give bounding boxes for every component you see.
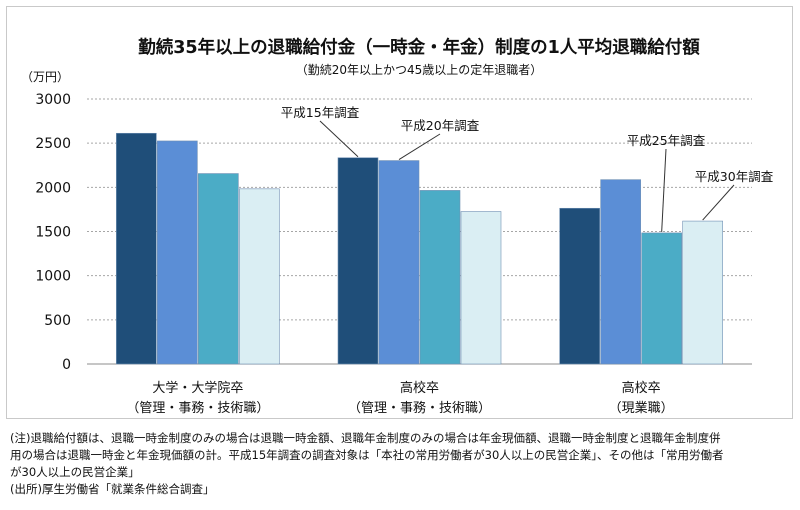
bar [198, 173, 239, 365]
y-unit-label: （万円） [21, 70, 69, 84]
series-callout-leader [398, 133, 441, 160]
bars-layer [116, 132, 723, 365]
bar [337, 157, 379, 365]
labels-layer: 0 500 1000 1500 2000 2500 3000 大学・大学院卒 （管理・事務・技術… [35, 92, 773, 416]
bar [682, 220, 723, 365]
series-callout-leader [319, 120, 359, 158]
series-callout-leader [661, 148, 667, 232]
y-tick-label: 2000 [35, 180, 71, 196]
bar [116, 132, 157, 365]
bar [419, 190, 461, 365]
chart-subtitle: （勤続20年以上かつ45歳以上の定年退職者） [296, 62, 543, 77]
x-category-label: 大学・大学院卒 [152, 380, 243, 396]
series-callout-label: 平成25年調査 [627, 133, 706, 148]
y-tick-label: 0 [62, 357, 71, 373]
bar [600, 179, 641, 365]
bar-chart: 勤続35年以上の退職給付金（一時金・年金）制度の1人平均退職給付額 （勤続20年… [21, 37, 774, 416]
series-callout-label: 平成30年調査 [695, 169, 774, 184]
y-tick-label: 500 [44, 313, 71, 329]
grid-layer [87, 97, 752, 365]
series-callout-label: 平成15年調査 [281, 105, 360, 120]
chart-frame: 勤続35年以上の退職給付金（一時金・年金）制度の1人平均退職給付額 （勤続20年… [6, 6, 793, 419]
x-category-label: 高校卒 [400, 380, 439, 396]
series-callout-label: 平成20年調査 [401, 118, 480, 133]
x-category-label: （管理・事務・技術職） [348, 401, 491, 416]
bar [378, 160, 420, 365]
y-tick-label: 1000 [35, 269, 71, 285]
note-line-3: が30人以上の民営企業」 [10, 465, 140, 479]
y-tick-label: 2500 [35, 136, 71, 152]
x-category-label: 高校卒 [622, 380, 661, 396]
chart-title: 勤続35年以上の退職給付金（一時金・年金）制度の1人平均退職給付額 [138, 37, 700, 58]
y-tick-label: 3000 [35, 92, 71, 108]
bar [460, 211, 502, 365]
bar [157, 140, 198, 365]
x-category-label: （管理・事務・技術職） [126, 401, 269, 416]
bar [559, 207, 600, 365]
y-tick-label: 1500 [35, 225, 71, 241]
series-callout-leader [702, 184, 735, 221]
x-category-label: （現業職） [609, 400, 674, 416]
source-note: (出所)厚生労働省「就業条件総合調査」 [10, 482, 215, 496]
bar [239, 188, 280, 365]
bar [641, 232, 682, 365]
note-line-2: 用の場合は退職一時金と年金現価額の計。平成15年調査の調査対象は「本社の常用労働… [10, 448, 724, 462]
note-line-1: (注)退職給付額は、退職一時金制度のみの場合は退職一時金額、退職年金制度のみの場… [10, 431, 721, 445]
